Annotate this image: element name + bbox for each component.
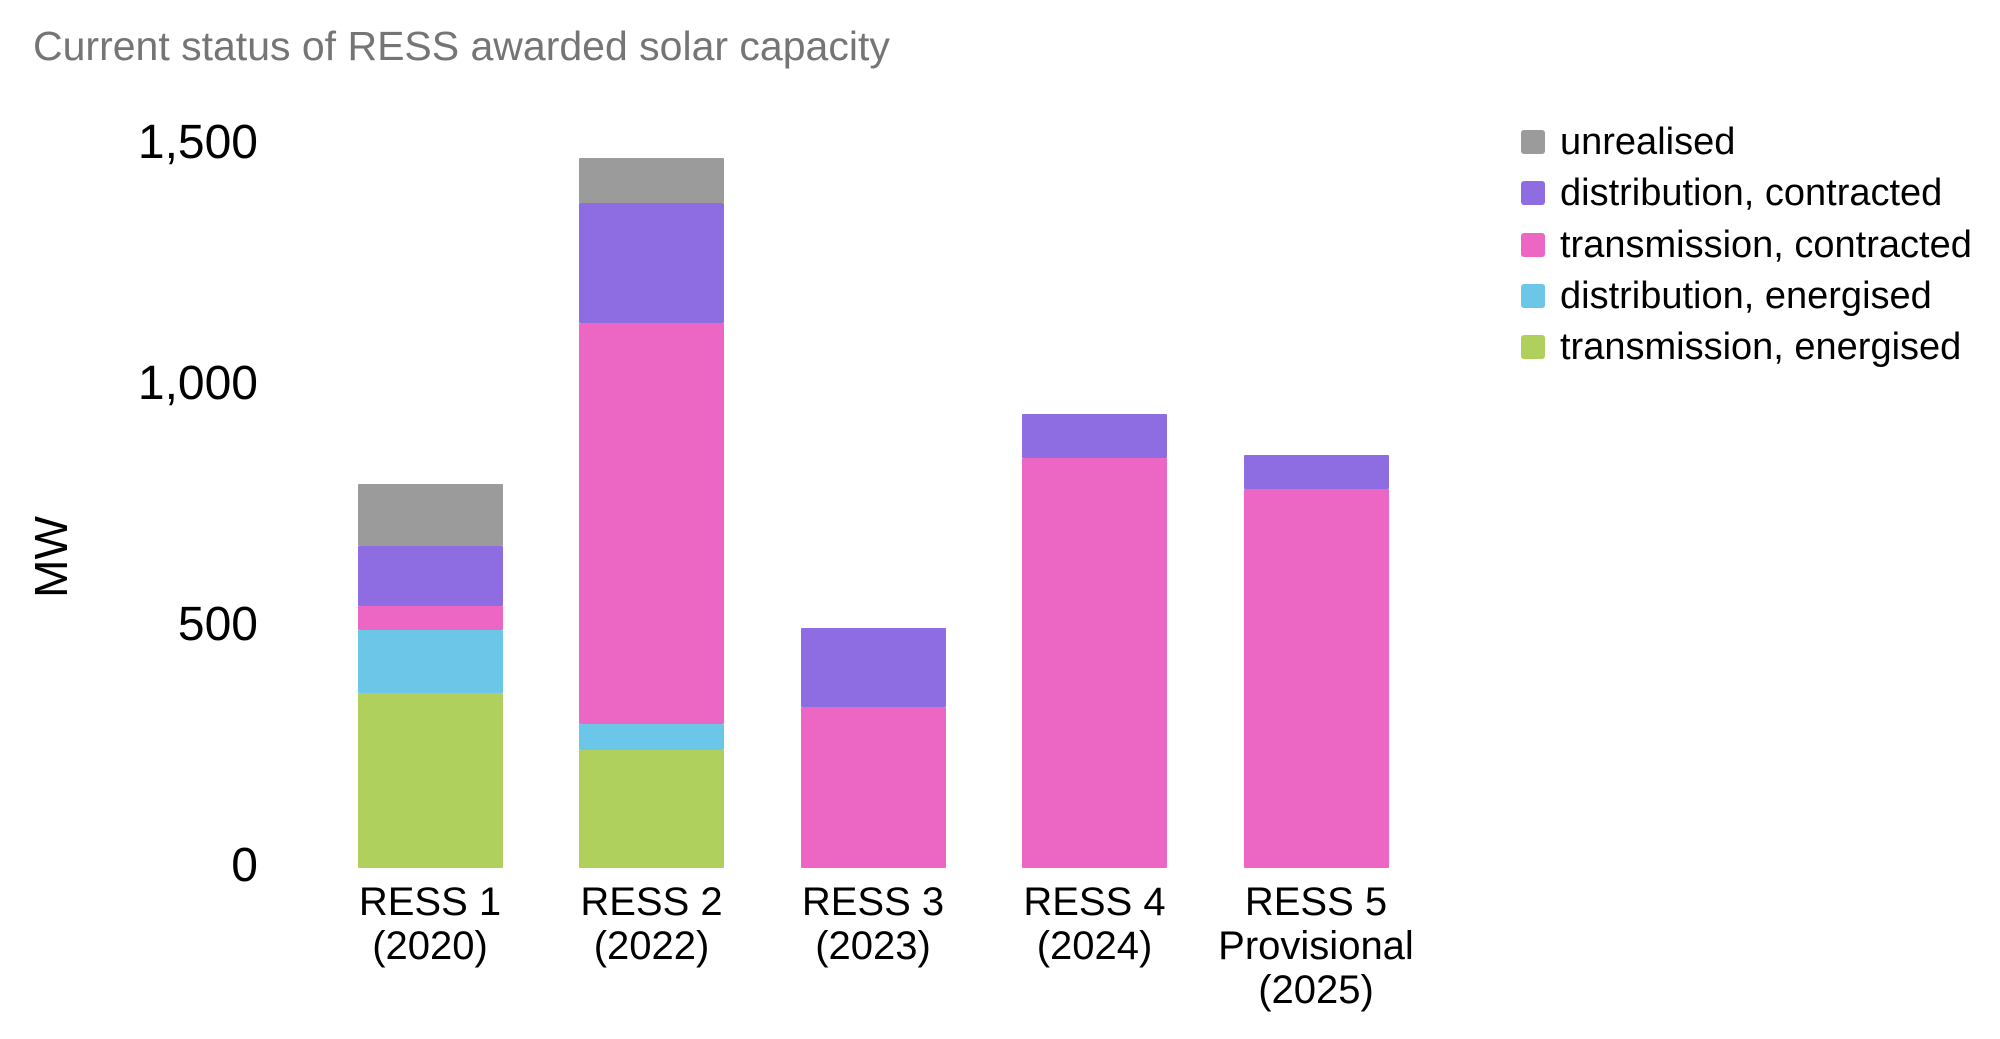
y-axis-title-text: MW — [25, 516, 77, 598]
chart-title: Current status of RESS awarded solar cap… — [33, 23, 890, 69]
bar-segment-ress2-unrealised — [579, 157, 724, 204]
y-axis-tick-label: 1,000 — [137, 357, 258, 411]
bar-segment-ress5-transmission-contracted — [1243, 488, 1389, 868]
y-axis-tick-label: 500 — [177, 598, 258, 652]
bar-segment-ress1-transmission-contracted — [357, 606, 503, 631]
bar-segment-ress2-distribution-contracted — [579, 203, 724, 324]
bar-segment-ress2-transmission-contracted — [579, 323, 724, 724]
bar-segment-ress1-unrealised — [357, 484, 503, 547]
bar-segment-ress1-distribution-energised — [357, 630, 503, 693]
x-axis-category-label: RESS 5 Provisional (2025) — [1218, 880, 1414, 1012]
legend-item-distribution-energised: distribution, energised — [1521, 274, 1932, 317]
y-axis-tick-label: 0 — [231, 839, 258, 892]
legend-swatch-distribution-energised — [1521, 283, 1545, 308]
legend-swatch-unrealised — [1521, 130, 1545, 154]
bar-segment-ress1-transmission-energised — [357, 692, 503, 868]
legend-item-unrealised: unrealised — [1521, 121, 1736, 163]
legend-item-transmission-energised: transmission, energised — [1521, 326, 1962, 369]
x-axis-category-label: RESS 4 (2024) — [1023, 880, 1166, 968]
bar-segment-ress5-distribution-contracted — [1243, 455, 1389, 489]
bar-segment-ress1-distribution-contracted — [357, 546, 503, 607]
x-axis-category-label: RESS 1 (2020) — [358, 880, 502, 968]
bar-segment-ress2-distribution-energised — [579, 724, 724, 751]
legend-swatch-distribution-contracted — [1521, 181, 1545, 206]
legend-item-distribution-contracted: distribution, contracted — [1521, 172, 1943, 215]
legend-label: distribution, energised — [1560, 274, 1932, 317]
bar-segment-ress4-transmission-contracted — [1022, 457, 1167, 868]
x-axis-category-label: RESS 3 (2023) — [801, 880, 945, 968]
bar-segment-ress2-transmission-energised — [579, 750, 724, 868]
bar-segment-ress3-distribution-contracted — [800, 628, 946, 708]
legend-label: transmission, energised — [1560, 326, 1962, 369]
legend-label: transmission, contracted — [1560, 223, 1972, 266]
legend-label: unrealised — [1560, 121, 1736, 163]
legend-label: distribution, contracted — [1560, 172, 1943, 215]
y-axis-tick-label: 1,500 — [137, 116, 258, 170]
legend-item-transmission-contracted: transmission, contracted — [1521, 223, 1972, 266]
x-axis-category-label: RESS 2 (2022) — [580, 880, 723, 968]
legend-swatch-transmission-contracted — [1521, 232, 1545, 257]
legend-swatch-transmission-energised — [1521, 335, 1545, 360]
bar-segment-ress3-transmission-contracted — [800, 707, 946, 868]
bar-segment-ress4-distribution-contracted — [1022, 414, 1167, 458]
